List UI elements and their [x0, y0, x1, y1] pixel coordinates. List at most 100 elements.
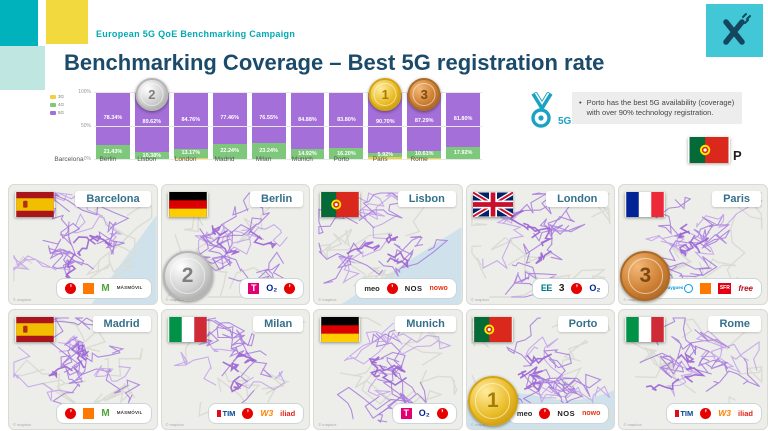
medal-ribbon-icon — [531, 92, 553, 128]
tile-medal-silver: 2 — [162, 251, 213, 301]
legend-label: 3G — [58, 94, 65, 99]
map-tile-munich: Munich T O₂ ’ © mapbox — [313, 309, 463, 430]
bar-segment-4g: 14.92% — [290, 148, 325, 159]
map-tile-berlin: Berlin T O₂ ’ 2 © mapbox — [160, 184, 311, 305]
x-logo-icon — [722, 12, 751, 45]
city-label: Berlin — [250, 191, 304, 207]
map-attribution: © mapbox — [623, 297, 642, 302]
bar-value: 87.29% — [414, 118, 434, 125]
vodafone-logo: ’ — [284, 283, 296, 294]
windtre-logo: W3 — [718, 408, 731, 419]
bar-segment-5g: 81.80% — [446, 92, 481, 147]
bar-value: 81.80% — [453, 116, 473, 123]
bar-value: 84.76% — [181, 117, 201, 124]
tile-medal-gold: 1 — [467, 376, 518, 426]
x-axis-label: London — [174, 156, 197, 163]
bar-paris: 87.29% 10.61% 3 — [407, 78, 442, 159]
bar-value: 78.34% — [103, 115, 123, 122]
vodafone-logo: ’ — [539, 408, 551, 419]
operator-pill: TIM ’ W3 iliad — [665, 403, 762, 424]
orange-logo — [83, 408, 95, 419]
bar-segment-3g — [368, 156, 403, 159]
x-axis-label: Madrid — [214, 156, 235, 163]
award-5g-label: 5G — [558, 116, 572, 127]
free-logo: free — [738, 283, 753, 293]
telekom-logo: T — [400, 408, 412, 419]
map-tile-porto: Porto meo ’ NOS nowo 1 © mapbox — [465, 309, 616, 430]
operator-pill: bouygues SFR free — [653, 278, 762, 299]
award-5g-badge: 5G — [530, 92, 571, 130]
bar-madrid: 76.55% 23.24% — [251, 92, 286, 159]
map-attribution: © mapbox — [470, 297, 490, 302]
bar-segment-5g: 78.34% — [96, 92, 130, 145]
operator-pill: ’ M MÁSMÓVIL — [56, 278, 152, 299]
vodafone-logo: ’ — [700, 408, 712, 419]
vodafone-logo: ’ — [436, 408, 448, 419]
campaign-kicker: European 5G QoE Benchmarking Campaign — [96, 29, 296, 39]
bar-segment-5g: 77.46% — [212, 92, 247, 144]
o2-logo: O₂ — [266, 283, 278, 293]
callout-box: • Porto has the best 5G availability (co… — [572, 92, 742, 125]
operator-pill: meo ’ NOS nowo — [507, 403, 610, 424]
nos-logo: NOS — [557, 408, 576, 418]
tim-logo: TIM — [675, 410, 693, 418]
map-attribution: © mapbox — [318, 422, 337, 427]
bar-munich: 83.80% 16.20% — [329, 92, 364, 159]
map-routes — [630, 317, 763, 424]
germany-flag-icon — [320, 317, 360, 342]
meo-logo: meo — [364, 283, 380, 293]
gridline — [94, 159, 482, 160]
city-label: London — [546, 191, 609, 207]
windtre-logo: W3 — [260, 408, 274, 419]
x-axis-labels: Barcelona Berlin Lisbon London Madrid Milan Mu… — [52, 156, 436, 163]
map-routes — [12, 317, 144, 423]
operator-pill: TIM ’ W3 iliad — [208, 403, 305, 424]
legend-label: 5G — [58, 110, 65, 115]
bar-value: 5.92% — [377, 151, 394, 158]
bar-value: 23.24% — [259, 148, 278, 155]
italy-flag-icon — [625, 317, 665, 342]
bar-segment-4g: 16.20% — [329, 148, 364, 159]
spain-flag-icon — [15, 192, 55, 217]
france-flag-icon — [625, 192, 665, 217]
o2-logo: O₂ — [589, 283, 601, 293]
bar-segment-4g: 10.38% — [134, 152, 169, 159]
bar-value: 83.80% — [337, 117, 356, 124]
bar-value: 89.62% — [142, 119, 162, 126]
o2-logo: O₂ — [418, 408, 430, 418]
bar-segment-5g: 76.55% — [251, 92, 286, 144]
bar-london: 77.46% 22.24% — [212, 92, 247, 159]
chart-medal-silver: 2 — [135, 78, 169, 111]
bar-berlin: 89.62% 10.38% 2 — [134, 78, 169, 159]
map-attribution: © mapbox — [623, 422, 642, 427]
orange-logo — [700, 283, 712, 294]
operator-pill: T O₂ ’ — [391, 403, 457, 424]
operator-pill: ’ M MÁSMÓVIL — [56, 403, 152, 424]
nowo-logo: nowo — [429, 285, 448, 292]
tim-logo: TIM — [217, 410, 236, 418]
chart-plot: 78.34% 21.43% 89.62% 10.38% 2 84.76% 13.17% 77.… — [78, 78, 482, 162]
map-tile-paris: Paris bouygues SFR free 3 © mapbox — [618, 184, 768, 305]
movistar-logo: M — [101, 282, 110, 294]
x-axis-label: Rome — [410, 156, 428, 163]
bar-value: 77.46% — [220, 114, 239, 121]
bar-value: 13.17% — [181, 150, 201, 157]
city-label: Milan — [253, 316, 304, 332]
city-label: Lisbon — [397, 191, 456, 207]
map-attribution: © mapbox — [13, 297, 32, 302]
masmovil-logo: MÁSMÓVIL — [116, 410, 143, 416]
map-attribution: © mapbox — [165, 297, 184, 302]
decor-square-pale — [0, 46, 45, 90]
bar-segment-5g: 83.80% — [329, 92, 364, 149]
bar-segment-5g: 84.76% — [173, 92, 208, 149]
iliad-logo: iliad — [737, 408, 753, 418]
bar-segment-5g: 84.88% — [290, 92, 325, 149]
medal-ring: 2 — [170, 258, 206, 294]
operator-pill: T O₂ ’ — [239, 278, 305, 299]
legend-item: 3G — [50, 94, 64, 99]
x-axis-label: Porto — [333, 156, 350, 163]
callout-bullet: • — [579, 98, 582, 107]
tile-medal-bronze: 3 — [620, 251, 671, 301]
meo-logo: meo — [516, 408, 533, 418]
